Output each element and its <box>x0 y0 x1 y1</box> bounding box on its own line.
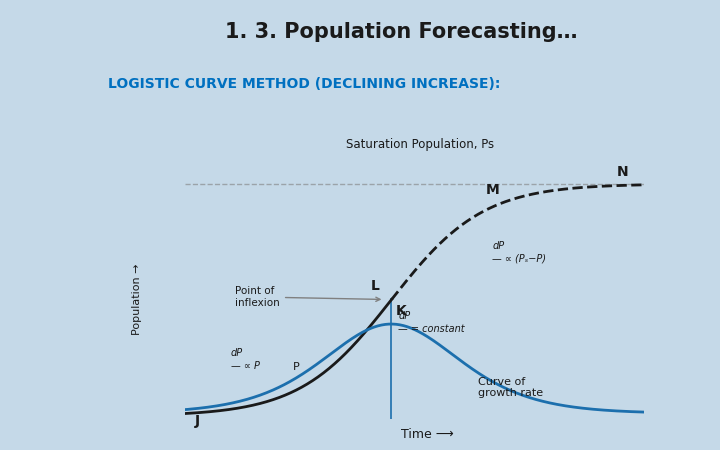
Text: Population →: Population → <box>132 263 142 335</box>
Text: LOGISTIC CURVE METHOD (DECLINING INCREASE):: LOGISTIC CURVE METHOD (DECLINING INCREAS… <box>108 76 500 90</box>
Text: dP
— = constant: dP — = constant <box>398 310 464 334</box>
Text: M: M <box>485 183 499 197</box>
Text: Time ⟶: Time ⟶ <box>400 428 453 441</box>
Text: dP
— ∝ (Pₛ−P): dP — ∝ (Pₛ−P) <box>492 241 546 264</box>
Text: dP
— ∝ P: dP — ∝ P <box>230 347 259 371</box>
Text: Curve of
growth rate: Curve of growth rate <box>478 377 544 398</box>
Text: P: P <box>292 362 300 372</box>
Text: L: L <box>371 279 379 292</box>
Text: Saturation Population, Ps: Saturation Population, Ps <box>346 138 495 151</box>
Text: N: N <box>617 165 629 179</box>
Text: J: J <box>195 414 200 428</box>
Text: K: K <box>395 304 406 318</box>
Text: 1. 3. Population Forecasting…: 1. 3. Population Forecasting… <box>225 22 577 42</box>
Text: Point of
inflexion: Point of inflexion <box>235 286 380 308</box>
